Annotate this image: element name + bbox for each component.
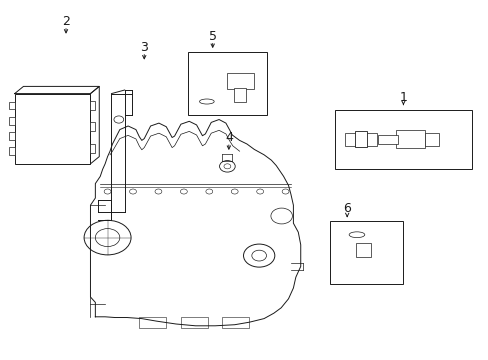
Bar: [227, 73, 254, 89]
Bar: [9, 117, 15, 125]
Bar: [344, 133, 376, 146]
Bar: [139, 317, 166, 328]
Bar: [15, 94, 90, 164]
Text: 4: 4: [224, 131, 232, 144]
Ellipse shape: [199, 99, 214, 104]
Bar: [355, 243, 370, 257]
Ellipse shape: [348, 232, 364, 238]
Bar: [188, 52, 266, 115]
Bar: [90, 122, 95, 131]
Bar: [90, 101, 95, 110]
Bar: [425, 133, 438, 146]
Bar: [334, 110, 471, 169]
Text: 2: 2: [62, 15, 70, 28]
Bar: [9, 132, 15, 140]
Bar: [329, 221, 403, 284]
Text: 1: 1: [399, 91, 407, 104]
Text: 3: 3: [140, 41, 148, 54]
Bar: [181, 317, 207, 328]
Bar: [9, 102, 15, 109]
Bar: [222, 317, 249, 328]
Bar: [233, 88, 245, 102]
Bar: [9, 147, 15, 155]
Text: 6: 6: [343, 202, 350, 215]
Bar: [395, 130, 425, 148]
Bar: [377, 135, 397, 144]
Bar: [90, 144, 95, 153]
Text: 5: 5: [208, 30, 216, 42]
Bar: [354, 131, 366, 147]
